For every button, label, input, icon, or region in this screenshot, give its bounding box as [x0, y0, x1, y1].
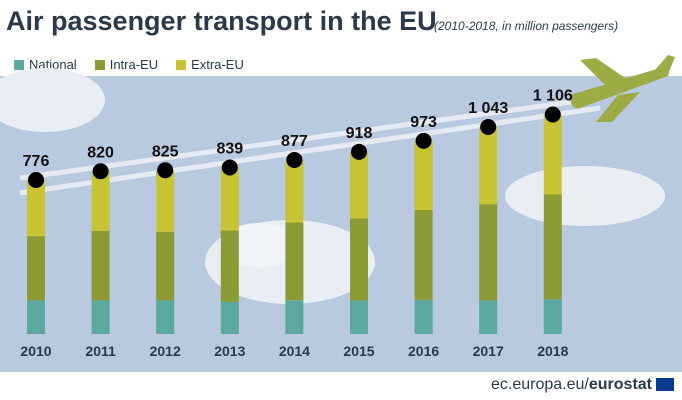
total-marker-2016	[415, 132, 432, 149]
bar-segment-extra-eu-2013	[220, 167, 239, 231]
x-tick-label-2014: 2014	[279, 343, 310, 359]
cloud-shape	[505, 166, 665, 226]
total-label-2015: 918	[346, 125, 373, 142]
contrail-line	[19, 105, 601, 196]
bar-segment-intra-eu-2014	[285, 222, 304, 301]
stacked-bar-chart: 776 820 825 839 877 918 973 1 043 1 106 2010 2011…	[0, 55, 675, 359]
contrail-decoration	[19, 95, 601, 196]
total-marker-2010	[28, 172, 44, 188]
bar-segment-extra-eu-2012	[156, 170, 175, 232]
chart-title: Air passenger transport in the EU	[6, 6, 437, 36]
contrail-line	[19, 95, 601, 181]
x-axis-tick-labels: 2010 2011 2012 2013 2014 2015 2016 2017 2018	[20, 343, 568, 359]
total-marker-2014	[286, 151, 303, 168]
x-tick-label-2017: 2017	[473, 343, 504, 359]
bar-segment-national-2018	[543, 299, 562, 334]
total-marker-2017	[480, 119, 497, 136]
total-marker-2012	[157, 162, 174, 179]
eu-flag-icon	[656, 378, 674, 391]
bar-segment-national-2013	[220, 301, 239, 334]
bar-segment-national-2010	[27, 300, 45, 334]
x-tick-label-2011: 2011	[85, 343, 116, 359]
legend-label-intra-eu: Intra-EU	[109, 57, 159, 72]
chart-subtitle: (2010-2018, in million passengers)	[434, 19, 619, 33]
x-tick-label-2015: 2015	[343, 343, 374, 359]
legend: National Intra-EU Extra-EU	[14, 57, 244, 72]
total-label-2016: 973	[410, 114, 437, 131]
total-labels-group: 776 820 825 839 877 918 973 1 043 1 106	[23, 88, 573, 170]
bar-segment-extra-eu-2018	[543, 114, 562, 195]
total-label-2012: 825	[152, 143, 179, 160]
bar-segment-extra-eu-2011	[91, 171, 110, 231]
cloud-shape	[0, 68, 105, 132]
bar-segment-national-2014	[285, 300, 304, 334]
footer-brand: eurostat	[588, 376, 652, 393]
total-label-2010: 776	[23, 153, 50, 170]
total-label-2011: 820	[87, 144, 114, 161]
total-label-2017: 1 043	[468, 100, 508, 117]
footer-source: ec.europa.eu/eurostat	[491, 376, 652, 394]
legend-item-extra-eu: Extra-EU	[176, 57, 244, 72]
bar-segment-extra-eu-2016	[414, 140, 433, 210]
total-marker-2015	[351, 143, 367, 160]
legend-swatch-intra-eu	[94, 59, 105, 70]
bars-group	[27, 114, 562, 334]
total-marker-2018	[544, 106, 561, 123]
x-tick-label-2012: 2012	[150, 343, 181, 359]
x-tick-label-2010: 2010	[20, 343, 51, 359]
x-tick-label-2016: 2016	[408, 343, 439, 359]
bar-segment-extra-eu-2017	[479, 127, 498, 205]
x-tick-label-2013: 2013	[214, 343, 245, 359]
bar-segment-intra-eu-2013	[220, 230, 239, 302]
bar-segment-intra-eu-2016	[414, 209, 433, 300]
bar-segment-extra-eu-2015	[350, 151, 368, 219]
footer	[0, 372, 682, 400]
bar-segment-intra-eu-2011	[91, 230, 110, 301]
airplane-icon	[570, 55, 675, 122]
total-marker-2013	[221, 159, 238, 176]
total-marker-2011	[92, 163, 109, 180]
bar-segment-intra-eu-2018	[543, 194, 562, 300]
total-label-2018: 1 106	[533, 88, 573, 105]
total-label-2013: 839	[216, 140, 243, 157]
legend-label-extra-eu: Extra-EU	[191, 57, 244, 72]
legend-swatch-national	[14, 59, 24, 70]
cloud-shape	[220, 223, 300, 267]
bar-segment-national-2017	[479, 300, 498, 334]
bar-segment-extra-eu-2014	[285, 159, 304, 223]
bar-segment-national-2016	[414, 299, 433, 334]
bar-segment-intra-eu-2015	[350, 218, 368, 301]
total-label-2014: 877	[281, 133, 308, 150]
legend-item-intra-eu: Intra-EU	[94, 57, 159, 72]
footer-site: ec.europa.eu/	[491, 376, 589, 393]
bar-segment-national-2012	[156, 300, 175, 334]
bar-segment-intra-eu-2010	[27, 236, 45, 301]
bar-segment-intra-eu-2012	[156, 231, 175, 301]
legend-swatch-extra-eu	[176, 59, 187, 70]
bar-segment-intra-eu-2017	[479, 204, 498, 301]
bar-segment-national-2015	[350, 300, 368, 334]
bar-segment-extra-eu-2010	[27, 180, 45, 237]
bar-segment-national-2011	[91, 300, 110, 334]
total-markers-group	[28, 106, 561, 188]
x-tick-label-2018: 2018	[537, 343, 568, 359]
